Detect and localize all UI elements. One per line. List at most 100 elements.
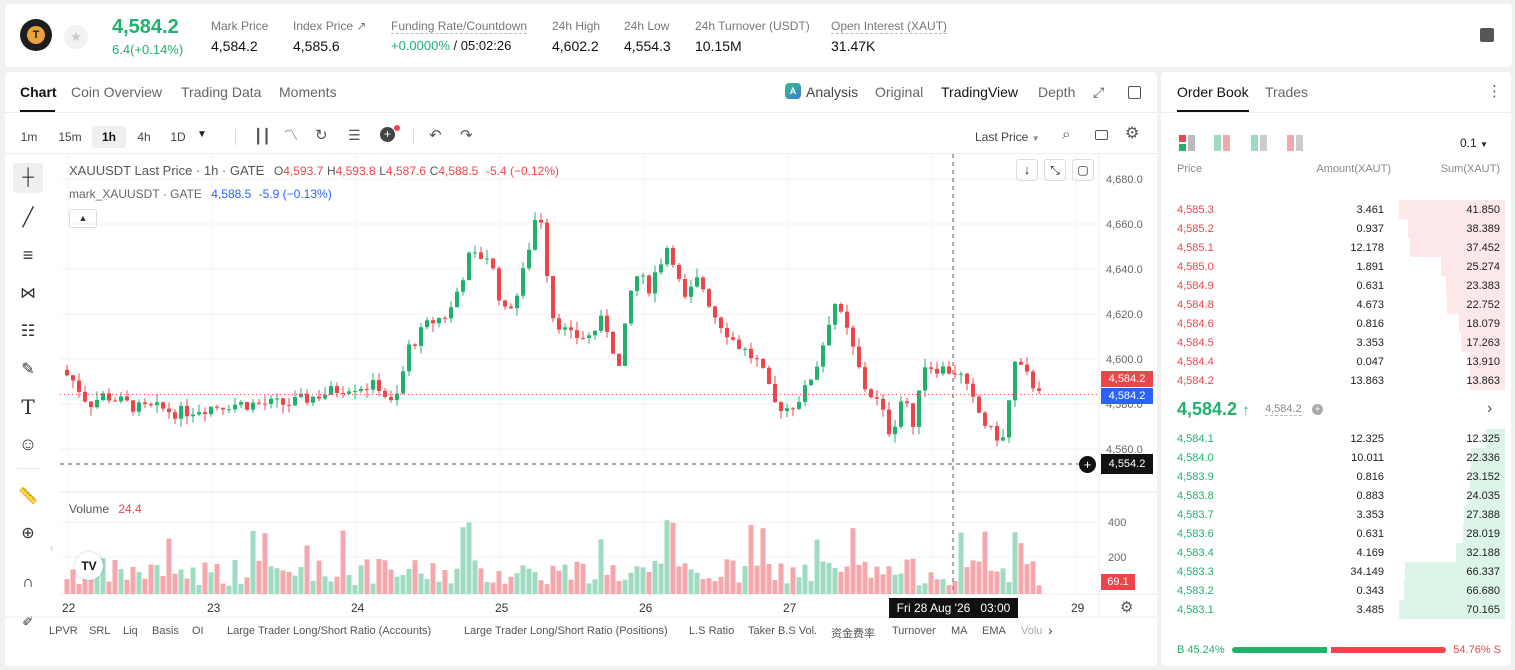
chart-settings-icon[interactable]: ⚙ (1120, 599, 1134, 616)
horizontal-lines-tool-icon[interactable]: ≡ (22, 244, 34, 265)
indicators-icon[interactable]: 〽 (284, 127, 298, 143)
ask-row[interactable]: 4,585.1 12.178 37.452 (1161, 238, 1511, 257)
precision-select[interactable]: 0.1 ▼ (1460, 136, 1488, 150)
candle-down (149, 403, 153, 406)
view-analysis[interactable]: Analysis (806, 84, 859, 100)
magnet-tool-icon[interactable]: ∩ (22, 574, 34, 591)
zoom-in-tool-icon[interactable]: ⊕ (21, 525, 35, 542)
scroll-down-button[interactable]: ↓ (1016, 159, 1038, 181)
indicator-taker-bs-vol[interactable]: Taker B.S Vol. (748, 625, 818, 637)
undo-icon[interactable]: ↶ (429, 127, 442, 144)
index-price-label[interactable]: Index Price ↗ (293, 19, 367, 33)
indicator-liq[interactable]: Liq (123, 625, 138, 637)
view-bids-icon[interactable] (1251, 135, 1267, 151)
ask-row[interactable]: 4,584.5 3.353 17.263 (1161, 333, 1511, 352)
ask-depth-bar (1410, 238, 1505, 257)
templates-icon[interactable]: ☰ (348, 127, 361, 143)
window-icon[interactable] (1128, 86, 1141, 99)
ask-row[interactable]: 4,585.2 0.937 38.389 (1161, 219, 1511, 238)
indicator-turnover[interactable]: Turnover (892, 625, 936, 637)
timeframe-1d[interactable]: 1D (170, 130, 186, 144)
ask-row[interactable]: 4,585.3 3.461 41.850 (1161, 200, 1511, 219)
ask-row[interactable]: 4,585.0 1.891 25.274 (1161, 257, 1511, 276)
timeframe-1m[interactable]: 1m (20, 130, 38, 144)
crosshair-add-icon[interactable]: + (1079, 456, 1096, 473)
indicator-volume[interactable]: Volu (1021, 625, 1043, 637)
indicator-ma[interactable]: MA (951, 625, 968, 637)
tab-moments[interactable]: Moments (279, 84, 337, 100)
bid-row[interactable]: 4,583.6 0.631 28.019 (1161, 524, 1511, 543)
ruler-tool-icon[interactable]: 📏 (18, 488, 38, 505)
view-both-icon[interactable] (1179, 135, 1195, 151)
expand-icon[interactable]: ⤢ (1093, 84, 1105, 100)
favorite-star-icon[interactable]: ★ (64, 25, 88, 49)
bid-row[interactable]: 4,584.0 10.011 22.336 (1161, 448, 1511, 467)
indicator-lpvr[interactable]: LPVR (49, 625, 78, 637)
collapse-pane-button[interactable]: ⤡ (1044, 159, 1066, 181)
bid-row[interactable]: 4,583.2 0.343 66.680 (1161, 581, 1511, 600)
view-buys-sells-icon[interactable] (1214, 135, 1230, 151)
search-icon[interactable]: ⌕ (1062, 126, 1071, 143)
emoji-tool-icon[interactable]: ☺ (18, 433, 38, 454)
pattern-tool-icon[interactable]: ⋈ (20, 285, 36, 302)
ob-expand-chevron-icon[interactable]: › (1487, 400, 1493, 417)
view-depth[interactable]: Depth (1038, 84, 1076, 100)
tab-order-book[interactable]: Order Book (1177, 84, 1249, 100)
view-original[interactable]: Original (875, 84, 924, 100)
book-icon[interactable] (1480, 28, 1494, 42)
indicator-srl[interactable]: SRL (89, 625, 111, 637)
text-tool-icon[interactable]: T (21, 395, 35, 419)
compare-icon[interactable]: ↻ (315, 127, 328, 144)
indicator-ltlsr-accounts[interactable]: Large Trader Long/Short Ratio (Accounts) (227, 625, 432, 637)
indicator-next-icon[interactable]: › (1048, 622, 1053, 638)
timeframe-dropdown-icon[interactable]: ▼ (197, 129, 207, 140)
indicator-ltlsr-positions[interactable]: Large Trader Long/Short Ratio (Positions… (464, 625, 668, 637)
bid-row[interactable]: 4,583.7 3.353 27.388 (1161, 505, 1511, 524)
indicator-oi[interactable]: OI (192, 625, 204, 637)
crosshair-tool-icon[interactable]: ┼ (13, 163, 43, 193)
view-tradingview[interactable]: TradingView (941, 84, 1019, 100)
fib-tool-icon[interactable]: ☷ (20, 323, 36, 340)
price-chart[interactable] (5, 72, 1157, 666)
ob-mid-price[interactable]: 4,584.2 ↑ (1177, 399, 1250, 420)
candle-type-icon[interactable]: ┃┃ (254, 128, 271, 144)
ask-row[interactable]: 4,584.2 13.863 13.863 (1161, 371, 1511, 390)
ask-row[interactable]: 4,584.8 4.673 22.752 (1161, 295, 1511, 314)
add-indicator-icon[interactable]: + (380, 127, 395, 142)
bid-row[interactable]: 4,583.9 0.816 23.152 (1161, 467, 1511, 486)
timeframe-15m[interactable]: 15m (58, 130, 82, 144)
bid-row[interactable]: 4,583.8 0.883 24.035 (1161, 486, 1511, 505)
indicator-ema[interactable]: EMA (982, 625, 1006, 637)
trend-line-tool-icon[interactable]: ╱ (22, 206, 34, 227)
timeframe-1h[interactable]: 1h (92, 126, 126, 148)
candle-down (1031, 371, 1035, 389)
indicator-basis[interactable]: Basis (152, 625, 179, 637)
indicator-ls-ratio[interactable]: L.S Ratio (689, 625, 735, 637)
bid-row[interactable]: 4,583.4 4.169 32.188 (1161, 543, 1511, 562)
view-asks-icon[interactable] (1287, 135, 1303, 151)
pencil-lock-tool-icon[interactable]: ✐ (22, 612, 34, 629)
bid-row[interactable]: 4,584.1 12.325 12.325 (1161, 429, 1511, 448)
tab-trading-data[interactable]: Trading Data (181, 84, 262, 100)
camera-icon[interactable] (1095, 130, 1108, 140)
settings-gear-icon[interactable]: ⚙ (1125, 125, 1140, 142)
tab-coin-overview[interactable]: Coin Overview (71, 84, 163, 100)
ask-row[interactable]: 4,584.4 0.047 13.910 (1161, 352, 1511, 371)
tab-trades[interactable]: Trades (1265, 84, 1309, 100)
redo-icon[interactable]: ↷ (460, 127, 473, 144)
funding-rate-label[interactable]: Funding Rate/Countdown (391, 19, 528, 34)
volume-bar (832, 568, 838, 594)
bid-row[interactable]: 4,583.3 34.149 66.337 (1161, 562, 1511, 581)
tab-chart[interactable]: Chart (20, 84, 57, 100)
last-price-select[interactable]: Last Price ▼ (975, 126, 1040, 150)
collapse-legend-button[interactable]: ▲ (69, 209, 97, 228)
ask-row[interactable]: 4,584.6 0.816 18.079 (1161, 314, 1511, 333)
timeframe-4h[interactable]: 4h (137, 130, 151, 144)
maximize-pane-button[interactable]: ▢ (1072, 159, 1094, 181)
scroll-left-icon[interactable]: ‹ (50, 543, 54, 554)
brush-tool-icon[interactable]: ✎ (21, 361, 35, 378)
indicator-funding-rate[interactable]: 资金费率 (831, 628, 875, 640)
more-menu-icon[interactable]: ⋮ (1487, 83, 1502, 100)
bid-row[interactable]: 4,583.1 3.485 70.165 (1161, 600, 1511, 619)
ask-row[interactable]: 4,584.9 0.631 23.383 (1161, 276, 1511, 295)
